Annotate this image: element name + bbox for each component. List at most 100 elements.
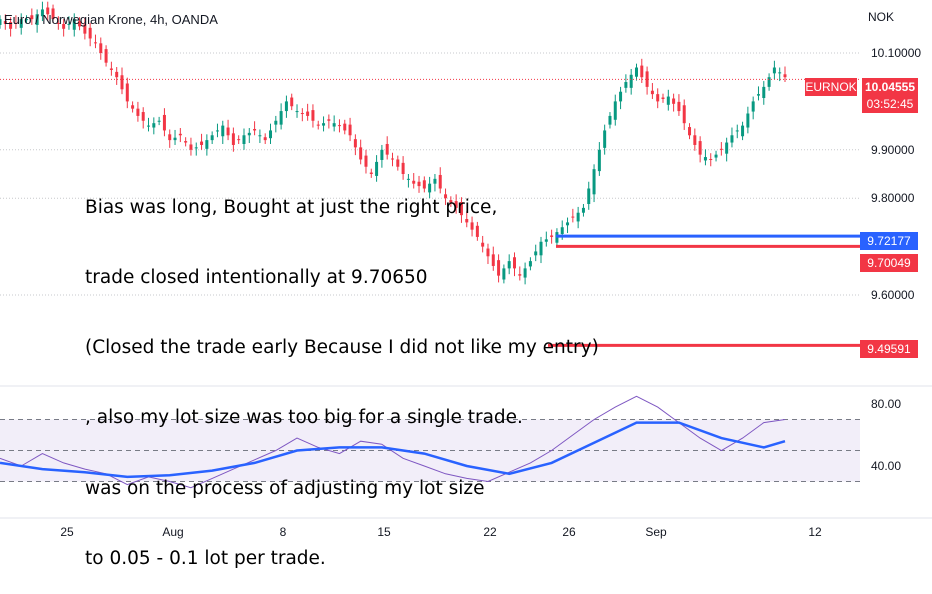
candle-body bbox=[751, 101, 755, 112]
candle-body bbox=[316, 124, 320, 126]
candle-body bbox=[327, 119, 331, 121]
candle-body bbox=[369, 172, 373, 174]
candle-body bbox=[242, 135, 246, 144]
candle-body bbox=[502, 268, 506, 280]
candle-body bbox=[157, 120, 161, 122]
candle-body bbox=[454, 201, 458, 208]
candle-body bbox=[375, 161, 379, 176]
candle-body bbox=[608, 115, 612, 125]
rsi-line bbox=[0, 395, 786, 489]
candle-body bbox=[693, 135, 697, 145]
candle-body bbox=[428, 183, 432, 193]
candle-body bbox=[40, 9, 44, 17]
note-line-4: , also my lot size was too big for a sin… bbox=[85, 407, 523, 429]
candle-body bbox=[62, 23, 66, 29]
candle-body bbox=[56, 22, 60, 24]
candle-body bbox=[571, 216, 575, 218]
candle-body bbox=[550, 235, 554, 237]
candle-body bbox=[560, 227, 564, 235]
red-level-tag: 9.70049 bbox=[860, 254, 918, 272]
candle-body bbox=[725, 142, 729, 154]
candle-body bbox=[93, 42, 97, 44]
candle-body bbox=[364, 155, 368, 167]
candle-body bbox=[14, 22, 18, 24]
candle-body bbox=[512, 257, 516, 269]
candle-body bbox=[72, 19, 76, 30]
candle-body bbox=[231, 133, 235, 145]
candle-body bbox=[173, 137, 177, 141]
candle-body bbox=[523, 268, 527, 278]
candle-body bbox=[300, 113, 304, 115]
y-tick-label: 9.80000 bbox=[871, 191, 915, 205]
candle-body bbox=[459, 202, 463, 216]
candle-body bbox=[247, 132, 251, 136]
candle-body bbox=[719, 148, 723, 150]
candle-body bbox=[194, 147, 198, 149]
candle-body bbox=[539, 241, 543, 256]
candle-body bbox=[141, 112, 145, 121]
candle-body bbox=[3, 21, 7, 24]
candle-body bbox=[279, 111, 283, 125]
candle-body bbox=[762, 86, 766, 99]
candle-body bbox=[322, 123, 326, 126]
candle-body bbox=[290, 97, 294, 107]
candle-body bbox=[592, 169, 596, 195]
candle-body bbox=[756, 94, 760, 96]
x-tick-label: 8 bbox=[280, 525, 287, 539]
candle-body bbox=[168, 134, 172, 141]
candle-body bbox=[645, 71, 649, 87]
candle-body bbox=[136, 108, 140, 116]
note-line-1: Bias was long, Bought at just the right … bbox=[85, 196, 498, 218]
currency-label: NOK bbox=[868, 10, 895, 24]
note-line-2: trade closed intentionally at 9.70650 bbox=[85, 267, 428, 289]
x-tick-label: 12 bbox=[808, 525, 822, 539]
candle-body bbox=[284, 101, 288, 112]
candle-body bbox=[634, 67, 638, 77]
candle-body bbox=[274, 120, 278, 125]
candle-body bbox=[433, 178, 437, 184]
candle-body bbox=[449, 200, 453, 204]
candle-body bbox=[215, 130, 219, 132]
candle-body bbox=[703, 157, 707, 161]
candle-body bbox=[587, 188, 591, 205]
candle-body bbox=[486, 248, 490, 257]
x-tick-label: 22 bbox=[483, 525, 497, 539]
candle-body bbox=[348, 124, 352, 136]
candle-body bbox=[152, 123, 156, 128]
chart-title: Euro / Norwegian Krone, 4h, OANDA bbox=[4, 12, 218, 27]
candle-body bbox=[438, 174, 442, 189]
candle-body bbox=[115, 71, 119, 78]
candle-body bbox=[131, 105, 135, 109]
candle-body bbox=[470, 222, 474, 230]
candle-body bbox=[189, 144, 193, 150]
candle-body bbox=[88, 27, 92, 39]
candle-body bbox=[528, 261, 532, 267]
blue-level-tag: 9.72177 bbox=[860, 232, 918, 250]
candle-body bbox=[125, 83, 129, 102]
candle-body bbox=[783, 74, 787, 78]
candle-body bbox=[109, 68, 113, 70]
candle-body bbox=[566, 222, 570, 226]
rsi-band bbox=[0, 419, 860, 482]
y-tick-label: 9.90000 bbox=[871, 143, 915, 157]
candle-body bbox=[672, 98, 676, 104]
candle-body bbox=[640, 65, 644, 78]
candle-body bbox=[67, 23, 71, 25]
candle-body bbox=[656, 94, 660, 102]
x-tick-label: 15 bbox=[377, 525, 391, 539]
candle-body bbox=[311, 110, 315, 121]
candle-body bbox=[746, 113, 750, 128]
candle-body bbox=[306, 111, 310, 116]
candle-body bbox=[624, 82, 628, 88]
candle-body bbox=[332, 123, 336, 127]
candle-body bbox=[162, 114, 166, 131]
x-tick-label: Aug bbox=[162, 525, 183, 539]
candle-body bbox=[481, 242, 485, 247]
candle-body bbox=[391, 158, 394, 160]
chart-canvas: 10.10000 9.90000 9.80000 9.60000 80.00 40.00 2… bbox=[0, 1, 932, 539]
candle-body bbox=[534, 251, 538, 256]
candle-body bbox=[99, 43, 103, 53]
candle-body bbox=[83, 24, 87, 34]
note-line-6: to 0.05 - 0.1 lot per trade. bbox=[85, 547, 326, 569]
candle-body bbox=[295, 111, 299, 113]
